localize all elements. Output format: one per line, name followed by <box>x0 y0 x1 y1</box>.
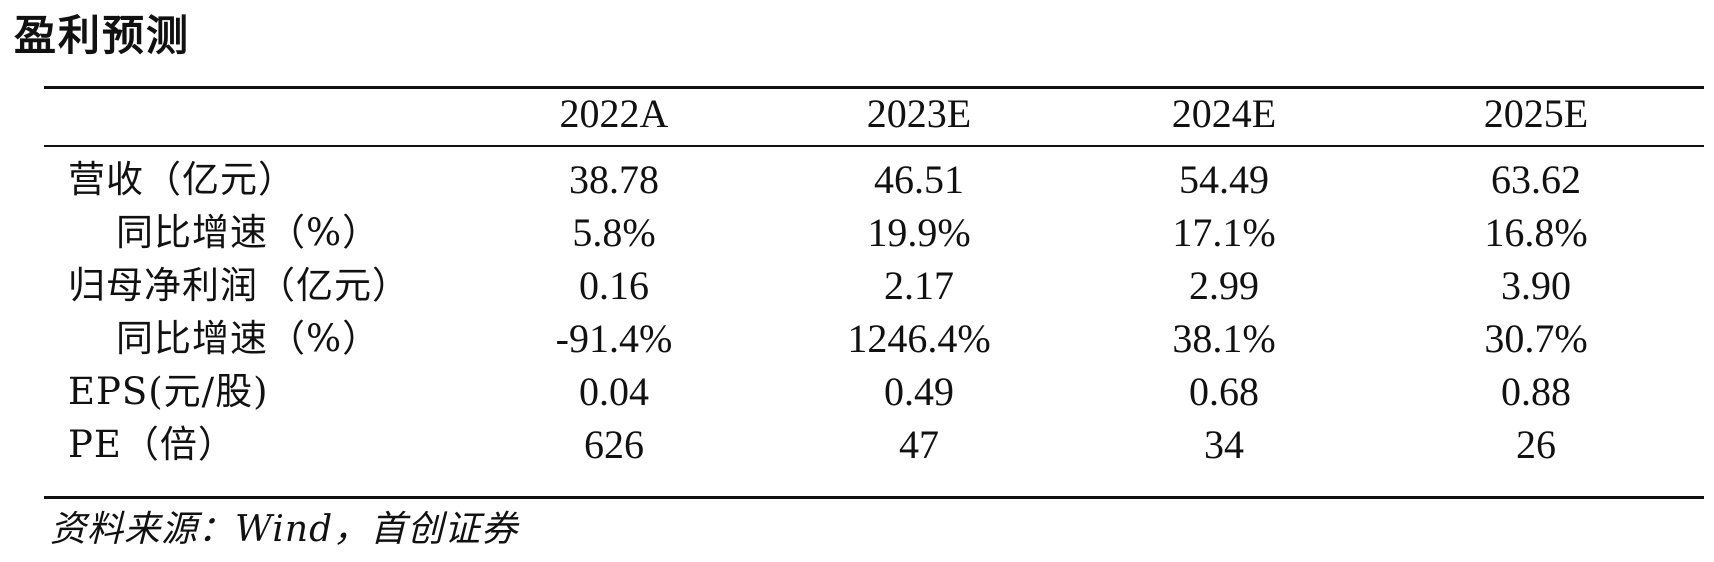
table-top-rule <box>44 86 1704 89</box>
table-cell: 1246.4% <box>847 316 991 361</box>
table-bottom-rule <box>44 496 1704 499</box>
table-cell: 0.68 <box>1189 369 1259 414</box>
table-cell: 2.17 <box>884 263 954 308</box>
source-note: 资料来源：Wind，首创证券 <box>50 509 519 550</box>
table-cell: 47 <box>899 422 939 467</box>
column-header-2022a: 2022A <box>559 91 669 136</box>
table-header-row: 2022A 2023E 2024E 2025E <box>44 86 1704 142</box>
table-cell: 63.62 <box>1491 157 1581 202</box>
table-row: 营收（亿元） 38.78 46.51 54.49 63.62 <box>44 152 1704 208</box>
row-label: 同比增速（%） <box>116 211 381 254</box>
table-cell: 19.9% <box>867 210 971 255</box>
table-cell: 0.49 <box>884 369 954 414</box>
table-cell: -91.4% <box>555 316 673 361</box>
table-cell: 16.8% <box>1484 210 1588 255</box>
table-header-rule <box>44 145 1704 147</box>
table-row: PE（倍） 626 47 34 26 <box>44 417 1704 473</box>
table-cell: 626 <box>584 422 644 467</box>
column-header-2024e: 2024E <box>1171 91 1277 136</box>
table-cell: 5.8% <box>572 210 656 255</box>
table-row: EPS(元/股) 0.04 0.49 0.68 0.88 <box>44 364 1704 420</box>
page-title: 盈利预测 <box>14 11 191 60</box>
row-label: 营收（亿元） <box>68 158 296 201</box>
table-cell: 34 <box>1204 422 1244 467</box>
table-cell: 17.1% <box>1172 210 1276 255</box>
table-cell: 0.16 <box>579 263 649 308</box>
table-cell: 0.04 <box>579 369 649 414</box>
column-header-2025e: 2025E <box>1483 91 1589 136</box>
table-cell: 2.99 <box>1189 263 1259 308</box>
column-header-2023e: 2023E <box>866 91 972 136</box>
row-label: 同比增速（%） <box>116 317 381 360</box>
table-cell: 26 <box>1516 422 1556 467</box>
table-row: 归母净利润（亿元） 0.16 2.17 2.99 3.90 <box>44 258 1704 314</box>
table-cell: 30.7% <box>1484 316 1588 361</box>
table-cell: 0.88 <box>1501 369 1571 414</box>
table-row: 同比增速（%） -91.4% 1246.4% 38.1% 30.7% <box>44 311 1704 367</box>
table-cell: 38.78 <box>569 157 659 202</box>
table-row: 同比增速（%） 5.8% 19.9% 17.1% 16.8% <box>44 205 1704 261</box>
row-label: PE（倍） <box>68 423 236 466</box>
table-cell: 38.1% <box>1172 316 1276 361</box>
row-label: EPS(元/股) <box>68 370 269 413</box>
table-cell: 46.51 <box>874 157 964 202</box>
row-label: 归母净利润（亿元） <box>68 264 410 307</box>
table-cell: 3.90 <box>1501 263 1571 308</box>
table-cell: 54.49 <box>1179 157 1269 202</box>
